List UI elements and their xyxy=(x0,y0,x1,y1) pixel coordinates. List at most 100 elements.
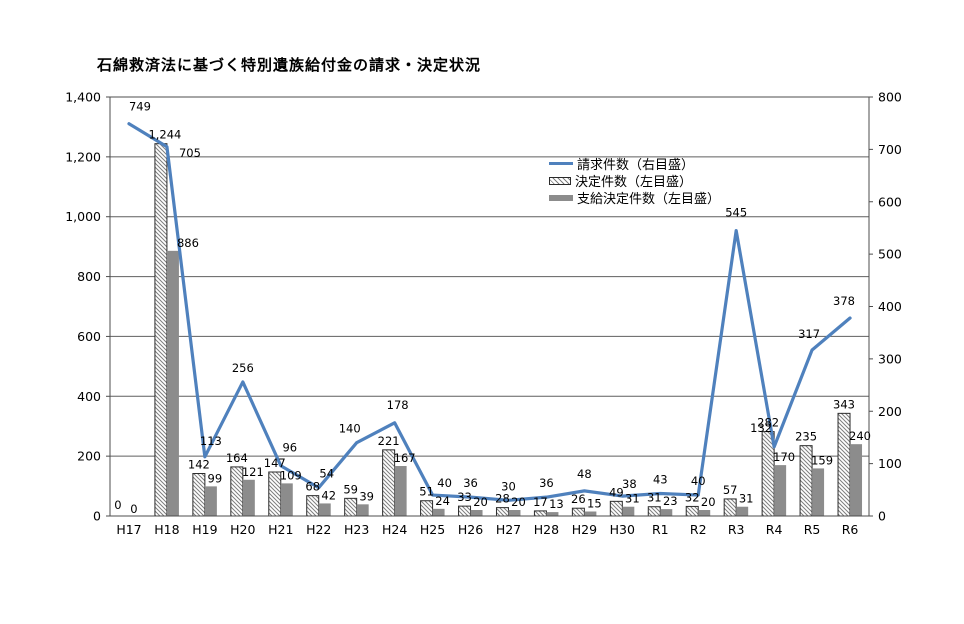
svg-text:600: 600 xyxy=(878,194,902,209)
svg-text:1,200: 1,200 xyxy=(65,149,101,164)
svg-text:42: 42 xyxy=(321,488,336,502)
legend-label-claims: 請求件数（右目盛） xyxy=(577,158,695,173)
bars-paid xyxy=(166,250,863,516)
svg-text:0: 0 xyxy=(93,509,101,524)
legend: 請求件数（右目盛） 決定件数（左目盛） 支給決定件数（左目盛） xyxy=(549,155,721,207)
svg-text:167: 167 xyxy=(394,451,416,465)
legend-label-payment-decisions: 支給決定件数（左目盛） xyxy=(577,192,721,207)
svg-text:33: 33 xyxy=(457,490,472,504)
svg-text:705: 705 xyxy=(179,146,201,160)
svg-text:31: 31 xyxy=(625,492,640,506)
svg-text:235: 235 xyxy=(795,430,817,444)
svg-text:378: 378 xyxy=(833,294,855,308)
svg-text:H21: H21 xyxy=(268,522,293,537)
svg-text:36: 36 xyxy=(539,476,554,490)
svg-text:H28: H28 xyxy=(534,522,559,537)
svg-text:140: 140 xyxy=(339,422,361,436)
svg-text:96: 96 xyxy=(282,441,297,455)
svg-text:15: 15 xyxy=(587,497,602,511)
svg-text:H19: H19 xyxy=(192,522,217,537)
svg-text:221: 221 xyxy=(378,434,400,448)
svg-text:147: 147 xyxy=(264,456,286,470)
svg-text:51: 51 xyxy=(419,485,434,499)
svg-text:H30: H30 xyxy=(610,522,635,537)
svg-text:H17: H17 xyxy=(116,522,141,537)
svg-text:170: 170 xyxy=(773,450,795,464)
svg-text:R3: R3 xyxy=(728,522,745,537)
svg-text:749: 749 xyxy=(129,100,151,114)
svg-text:256: 256 xyxy=(232,361,254,375)
svg-text:24: 24 xyxy=(435,494,450,508)
svg-text:23: 23 xyxy=(663,494,678,508)
svg-text:159: 159 xyxy=(811,453,833,467)
claims-line xyxy=(127,122,852,502)
svg-text:142: 142 xyxy=(188,458,210,472)
svg-text:H27: H27 xyxy=(496,522,521,537)
svg-text:48: 48 xyxy=(577,467,592,481)
svg-text:20: 20 xyxy=(473,495,488,509)
legend-item-claims: 請求件数（右目盛） xyxy=(549,155,720,173)
svg-text:H29: H29 xyxy=(572,522,597,537)
svg-text:31: 31 xyxy=(647,491,662,505)
svg-text:500: 500 xyxy=(878,247,902,262)
svg-text:20: 20 xyxy=(511,495,526,509)
svg-text:100: 100 xyxy=(878,456,902,471)
svg-text:H20: H20 xyxy=(230,522,255,537)
svg-text:32: 32 xyxy=(685,490,700,504)
svg-text:54: 54 xyxy=(319,467,334,481)
legend-item-decisions: 決定件数（左目盛） xyxy=(549,172,720,190)
svg-text:H18: H18 xyxy=(154,522,179,537)
svg-text:317: 317 xyxy=(798,327,820,341)
legend-label-decisions: 決定件数（左目盛） xyxy=(575,175,693,190)
svg-text:0: 0 xyxy=(130,502,137,516)
svg-text:178: 178 xyxy=(387,398,409,412)
svg-text:H23: H23 xyxy=(344,522,369,537)
svg-text:R5: R5 xyxy=(804,522,821,537)
svg-text:400: 400 xyxy=(77,389,101,404)
x-axis-labels: H17 H18 H19 H20 H21 H22 H23 H24 H25 H26 H27 H28 H29 H… xyxy=(116,522,858,537)
svg-text:20: 20 xyxy=(701,495,716,509)
svg-text:1,000: 1,000 xyxy=(65,209,101,224)
svg-text:43: 43 xyxy=(653,472,668,486)
svg-text:400: 400 xyxy=(878,299,902,314)
svg-text:30: 30 xyxy=(501,479,516,493)
grid-lines xyxy=(110,156,869,457)
svg-text:0: 0 xyxy=(114,498,121,512)
chart-title: 石綿救済法に基づく特別遺族給付金の請求・決定状況 xyxy=(97,56,482,74)
svg-text:39: 39 xyxy=(359,489,374,503)
svg-text:17: 17 xyxy=(533,495,548,509)
svg-text:H24: H24 xyxy=(382,522,407,537)
svg-text:R2: R2 xyxy=(690,522,707,537)
svg-text:H22: H22 xyxy=(306,522,331,537)
svg-text:36: 36 xyxy=(463,476,478,490)
svg-text:240: 240 xyxy=(849,429,871,443)
svg-text:600: 600 xyxy=(77,329,101,344)
svg-text:13: 13 xyxy=(549,497,564,511)
svg-text:40: 40 xyxy=(691,474,706,488)
svg-text:H26: H26 xyxy=(458,522,483,537)
svg-text:0: 0 xyxy=(878,509,886,524)
svg-text:40: 40 xyxy=(437,476,452,490)
svg-text:R6: R6 xyxy=(842,522,859,537)
gray-bar-marker-icon xyxy=(549,194,573,201)
axes: 02004006008001,0001,2001,400010020030040… xyxy=(65,90,902,524)
svg-text:132: 132 xyxy=(750,421,772,435)
svg-text:282: 282 xyxy=(757,416,779,430)
svg-text:68: 68 xyxy=(305,480,320,494)
svg-text:1,244: 1,244 xyxy=(148,128,181,142)
svg-text:49: 49 xyxy=(609,485,624,499)
svg-text:26: 26 xyxy=(571,492,586,506)
legend-item-payment-decisions: 支給決定件数（左目盛） xyxy=(549,189,721,207)
svg-text:113: 113 xyxy=(200,434,222,448)
svg-text:1,400: 1,400 xyxy=(65,90,101,105)
svg-text:R1: R1 xyxy=(652,522,669,537)
svg-text:200: 200 xyxy=(77,449,101,464)
svg-text:343: 343 xyxy=(833,397,855,411)
hatched-bar-marker-icon xyxy=(549,176,571,185)
svg-text:800: 800 xyxy=(77,269,101,284)
svg-text:800: 800 xyxy=(878,90,902,105)
svg-text:59: 59 xyxy=(343,482,358,496)
